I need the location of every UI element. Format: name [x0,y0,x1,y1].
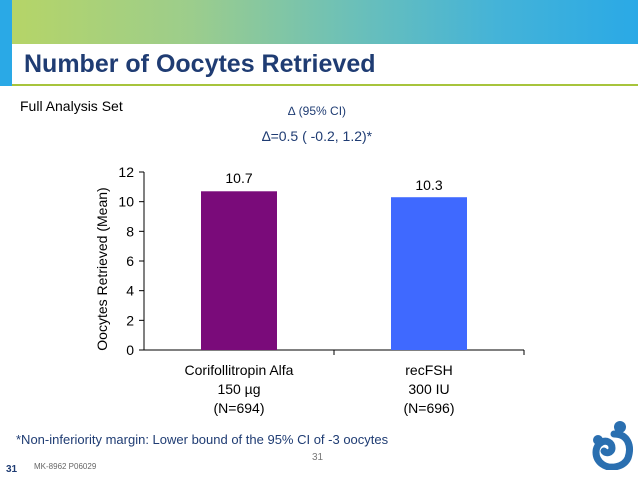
y-tick-label: 2 [126,312,134,328]
header-left-accent [0,0,12,86]
delta-ci-label: ∆ (95% CI) [288,104,347,118]
company-logo-icon [592,421,633,470]
footnote: *Non-inferiority margin: Lower bound of … [16,432,389,447]
y-tick-label: 4 [126,283,134,299]
category-label-2-line-2: 300 IU [408,381,449,397]
reference-code: MK-8962 P06029 [34,462,97,471]
y-tick-label: 6 [126,253,134,269]
title-underline [12,84,638,86]
y-tick-label: 0 [126,342,134,358]
data-label-2: 10.3 [415,177,442,193]
page-number-left: 31 [6,464,18,475]
category-label-1-line-3: (N=694) [214,400,265,416]
category-label-2-line-1: recFSH [405,362,452,378]
y-tick-label: 12 [118,164,134,180]
y-tick-label: 10 [118,194,134,210]
category-label-1-line-2: 150 µg [217,381,260,397]
y-axis-title: Oocytes Retrieved (Mean) [94,187,110,350]
title-panel [12,44,638,86]
bar-1 [201,191,277,350]
slide-title: Number of Oocytes Retrieved [24,50,376,78]
analysis-set-label: Full Analysis Set [20,98,123,114]
category-label-2-line-3: (N=696) [404,400,455,416]
data-label-1: 10.7 [225,170,252,186]
y-tick-label: 8 [126,223,134,239]
delta-value: ∆=0.5 ( -0.2, 1.2)* [262,128,373,144]
category-label-1-line-1: Corifollitropin Alfa [185,362,294,378]
bar-2 [391,197,467,350]
page-number: 31 [312,452,324,463]
